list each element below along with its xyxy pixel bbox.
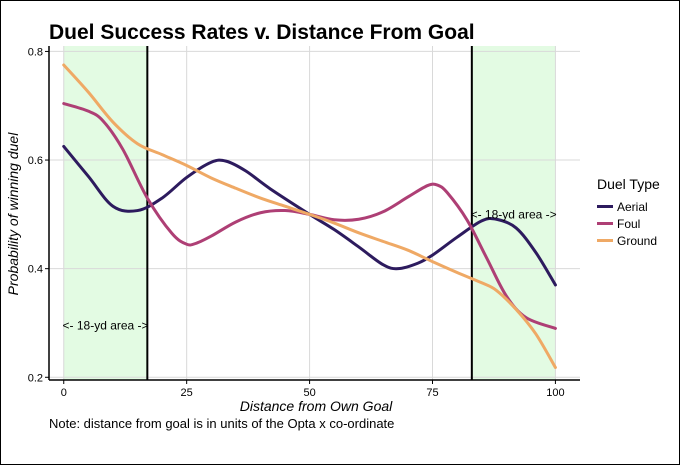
x-tick-label-75: 75 [426,387,438,399]
chart-note: Note: distance from goal is in units of … [49,416,395,431]
y-tick-label-2: 0.6 [28,155,43,167]
legend-item-foul: Foul [597,215,660,232]
y-axis-label: Probability of winning duel [5,132,21,296]
legend-items: Aerial Foul Ground [597,198,660,249]
series-line-aerial [62,144,557,287]
legend-label-ground: Ground [617,233,658,248]
legend-item-aerial: Aerial [597,198,660,215]
penalty-area-lines [146,46,473,380]
legend-label-foul: Foul [617,216,641,231]
legend-swatch-aerial [597,205,613,208]
x-axis-label: Distance from Own Goal [239,398,393,414]
y-tick-label-0: 0.2 [28,372,43,384]
x-tick-label-0: 0 [61,387,67,399]
series-line-ground [62,63,557,370]
legend-title: Duel Type [597,176,660,192]
axes [48,46,580,381]
legend: Duel Type Aerial Foul Ground [597,176,660,249]
y-tick-label-1: 0.4 [28,264,43,276]
x-tick-label-50: 50 [303,387,315,399]
annotations: <- 18-yd area -> <- 18-yd area -> [63,207,557,332]
annotation-0: <- 18-yd area -> [63,319,149,333]
x-tick-label-100: 100 [546,387,564,399]
shaded-region-0 [63,46,148,380]
annotation-1: <- 18-yd area -> [471,207,557,221]
legend-label-aerial: Aerial [617,199,648,214]
x-tick-label-25: 25 [181,387,193,399]
legend-swatch-foul [597,222,613,225]
tick-labels: 0 25 50 75 100 0.2 0.4 0.6 0.8 [28,46,565,399]
series-lines [62,63,557,370]
legend-item-ground: Ground [597,232,660,249]
shaded-regions [63,46,556,380]
chart-title: Duel Success Rates v. Distance From Goal [49,21,475,44]
legend-swatch-ground [597,239,613,242]
y-tick-label-3: 0.8 [28,46,43,58]
